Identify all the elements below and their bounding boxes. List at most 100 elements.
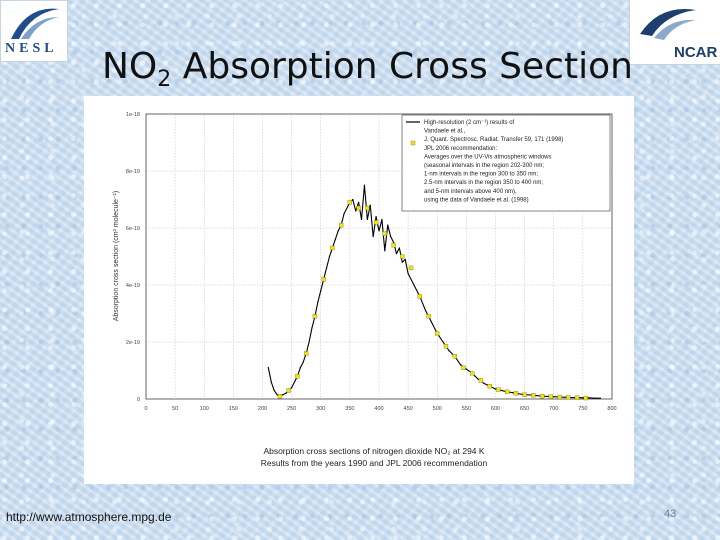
jpl-point bbox=[566, 395, 571, 400]
jpl-point bbox=[452, 354, 457, 359]
legend-line: High-resolution (2 cm⁻¹) results of bbox=[424, 120, 515, 126]
high-res-point bbox=[518, 393, 520, 395]
high-res-point bbox=[413, 284, 415, 286]
high-res-point bbox=[404, 258, 406, 260]
x-tick-label: 50 bbox=[172, 406, 178, 412]
legend-line: and 5-nm intervals above 400 nm), bbox=[424, 189, 517, 195]
high-res-point bbox=[535, 394, 537, 397]
high-res-point bbox=[570, 396, 572, 399]
high-res-point bbox=[369, 204, 371, 206]
high-res-point bbox=[346, 207, 348, 209]
legend-line: JPL 2006 recommendation: bbox=[424, 146, 497, 152]
high-res-point bbox=[387, 224, 389, 226]
high-res-point bbox=[430, 321, 433, 323]
jpl-point bbox=[443, 344, 449, 349]
legend-line: Averages over the UV-Vis atmospheric win… bbox=[424, 154, 552, 160]
x-tick-label: 100 bbox=[200, 406, 209, 412]
jpl-point bbox=[504, 389, 510, 395]
high-res-point bbox=[588, 397, 590, 399]
high-res-point bbox=[448, 349, 450, 352]
high-res-point bbox=[317, 301, 319, 303]
high-res-point bbox=[512, 392, 514, 394]
y-tick-label: 4e-19 bbox=[126, 283, 140, 289]
source-url[interactable]: http://www.atmosphere.mpg.de bbox=[6, 510, 172, 524]
x-tick-label: 400 bbox=[374, 406, 383, 412]
y-axis-label: Absorption cross section (cm² molecule⁻¹… bbox=[113, 191, 120, 322]
jpl-point bbox=[470, 371, 475, 376]
legend: High-resolution (2 cm⁻¹) results of Vanda… bbox=[406, 120, 563, 203]
legend-box bbox=[401, 114, 611, 212]
legend-line: 1-nm intervals in the region 300 to 350 … bbox=[424, 172, 538, 178]
high-res-point bbox=[302, 361, 304, 363]
high-res-point bbox=[483, 382, 485, 384]
title-molecule: NO bbox=[102, 46, 158, 87]
high-res-point bbox=[375, 216, 377, 218]
x-tick-label: 700 bbox=[549, 406, 558, 412]
legend-line: Vandaele et al., bbox=[424, 129, 466, 135]
jpl-point bbox=[373, 220, 379, 225]
high-res-point bbox=[325, 267, 328, 269]
high-res-point bbox=[293, 381, 296, 383]
jpl-point bbox=[295, 374, 300, 379]
high-res-point bbox=[363, 184, 366, 186]
high-res-point bbox=[547, 395, 549, 398]
high-res-point bbox=[355, 210, 357, 212]
high-res-point bbox=[384, 250, 386, 252]
y-axis-ticks: 0 2e-19 4e-19 6e-19 8e-19 1e-18 bbox=[126, 112, 140, 403]
jpl-point bbox=[513, 391, 519, 396]
high-res-point bbox=[285, 392, 287, 394]
high-res-point bbox=[276, 394, 278, 396]
high-res-point bbox=[273, 389, 275, 392]
legend-line: J. Quant. Spectrosc. Radiat. Transfer 59… bbox=[424, 137, 563, 143]
high-res-point bbox=[390, 235, 392, 238]
ncar-logo: NCAR bbox=[629, 0, 720, 65]
x-tick-label: 250 bbox=[287, 406, 296, 412]
high-res-point bbox=[372, 235, 374, 238]
high-res-point bbox=[343, 213, 345, 215]
high-res-point bbox=[407, 273, 409, 275]
plot-area bbox=[145, 113, 613, 400]
jpl-point bbox=[496, 387, 501, 392]
high-res-point bbox=[328, 255, 331, 258]
jpl-point bbox=[539, 393, 545, 399]
x-tick-label: 500 bbox=[433, 406, 442, 412]
legend-swatch-jpl bbox=[410, 140, 416, 146]
jpl-point bbox=[531, 393, 536, 398]
jpl-point bbox=[330, 245, 335, 251]
absorption-chart: 0 2e-19 4e-19 6e-19 8e-19 1e-18 0 50 100 150 200 2… bbox=[113, 112, 617, 468]
title-subscript: 2 bbox=[157, 67, 172, 92]
y-tick-label: 8e-19 bbox=[126, 169, 140, 175]
jpl-point bbox=[574, 395, 580, 400]
x-tick-label: 600 bbox=[491, 406, 500, 412]
jpl-point bbox=[435, 331, 440, 336]
nesl-swoosh-icon bbox=[11, 8, 59, 39]
y-tick-label: 0 bbox=[137, 397, 140, 403]
jpl-point bbox=[356, 205, 361, 211]
jpl-point bbox=[557, 394, 562, 400]
y-tick-label: 1e-18 bbox=[126, 112, 140, 118]
jpl-point bbox=[461, 365, 466, 370]
jpl-point bbox=[487, 384, 492, 389]
high-res-point bbox=[358, 201, 360, 203]
ncar-logo-text: NCAR bbox=[674, 44, 718, 61]
jpl-point bbox=[321, 277, 326, 282]
high-res-point bbox=[334, 238, 336, 240]
slide-number: 43 bbox=[664, 508, 677, 520]
nesl-logo: NESL bbox=[0, 0, 68, 62]
high-res-point bbox=[378, 230, 380, 232]
high-res-point bbox=[267, 367, 269, 369]
high-res-point bbox=[398, 247, 400, 249]
jpl-point bbox=[583, 395, 588, 401]
jpl-point bbox=[286, 388, 291, 393]
high-res-point bbox=[337, 230, 339, 232]
legend-line: using the data of Vandaele et al. (1998) bbox=[424, 197, 529, 203]
jpl-point bbox=[408, 265, 414, 271]
x-tick-label: 650 bbox=[520, 406, 529, 412]
jpl-point bbox=[391, 242, 396, 248]
jpl-point bbox=[426, 314, 431, 319]
nesl-logo-text: NESL bbox=[5, 41, 58, 56]
y-tick-label: 6e-19 bbox=[126, 226, 140, 232]
jpl-point bbox=[548, 394, 553, 399]
high-res-point bbox=[270, 381, 272, 383]
high-res-point bbox=[442, 341, 444, 343]
